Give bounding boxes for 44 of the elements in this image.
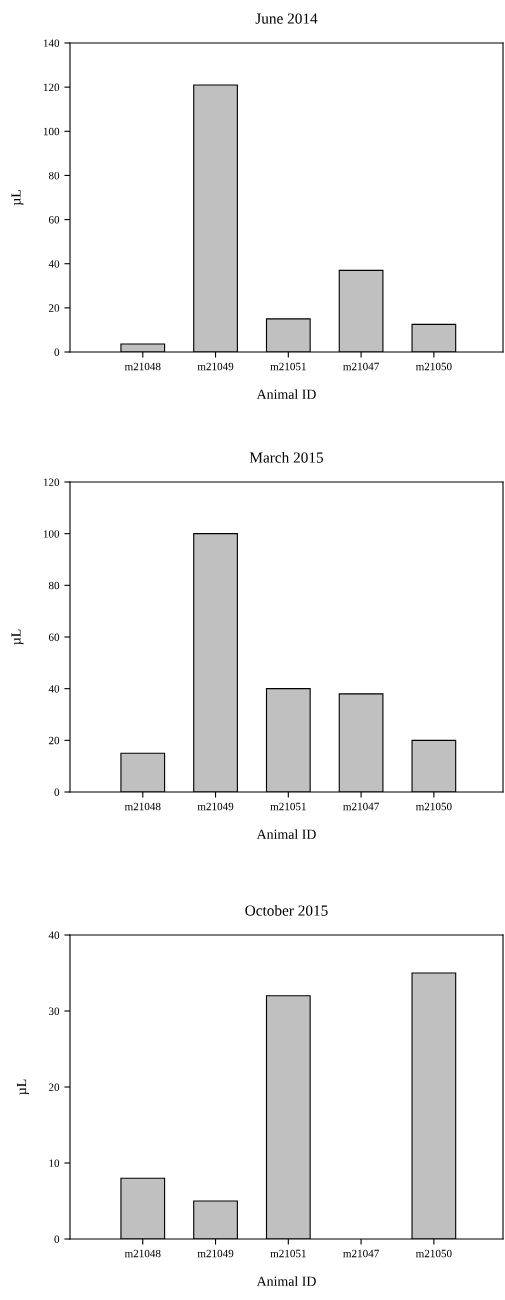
x-tick-label: m21047: [343, 1249, 379, 1258]
y-tick-label: 20: [48, 1083, 60, 1091]
x-tick-label: m21050: [415, 362, 452, 371]
x-tick-label: m21047: [343, 802, 379, 811]
x-tick-label: m21050: [415, 802, 452, 811]
x-axis-title: Animal ID: [256, 1276, 316, 1286]
y-tick-label: 0: [54, 788, 60, 796]
y-tick-label: 120: [43, 83, 60, 92]
chart-title: October 2015: [245, 904, 328, 916]
y-tick-label: 20: [48, 304, 60, 312]
x-tick-label: m21051: [270, 362, 306, 371]
y-tick-label: 60: [48, 216, 60, 224]
chart-title: March 2015: [249, 451, 324, 463]
y-tick-label: 60: [48, 633, 60, 641]
chart-title: June 2014: [255, 13, 318, 24]
y-tick-label: 120: [43, 478, 60, 486]
x-tick-label: m21050: [415, 1249, 452, 1258]
x-tick-label: m21048: [124, 802, 161, 811]
y-axis-title: µL: [11, 629, 24, 645]
x-tick-label: m21049: [197, 362, 234, 371]
x-tick-label: m21049: [197, 1249, 234, 1258]
y-tick-label: 140: [43, 39, 60, 47]
x-axis-title: Animal ID: [256, 829, 316, 839]
y-tick-label: 40: [48, 931, 60, 939]
y-tick-label: 30: [49, 1007, 60, 1015]
y-tick-label: 100: [43, 127, 60, 136]
y-tick-label: 40: [48, 260, 60, 268]
y-tick-label: 80: [48, 171, 60, 180]
x-tick-label: m21048: [124, 1249, 161, 1258]
x-axis-title: Animal ID: [256, 389, 316, 399]
y-axis-title: µL: [16, 1079, 30, 1095]
x-tick-label: m21049: [197, 802, 234, 811]
y-tick-label: 10: [49, 1159, 60, 1167]
y-tick-label: 100: [43, 530, 60, 538]
x-tick-label: m21051: [270, 802, 306, 811]
y-tick-label: 80: [48, 581, 60, 590]
y-tick-label: 0: [54, 348, 60, 356]
x-tick-label: m21048: [124, 362, 161, 371]
y-tick-label: 40: [48, 685, 60, 693]
y-axis-title: µL: [11, 190, 24, 206]
y-tick-label: 20: [48, 736, 60, 745]
x-tick-label: m21047: [343, 362, 379, 371]
x-tick-label: m21051: [270, 1249, 306, 1258]
y-tick-label: 0: [54, 1235, 60, 1243]
